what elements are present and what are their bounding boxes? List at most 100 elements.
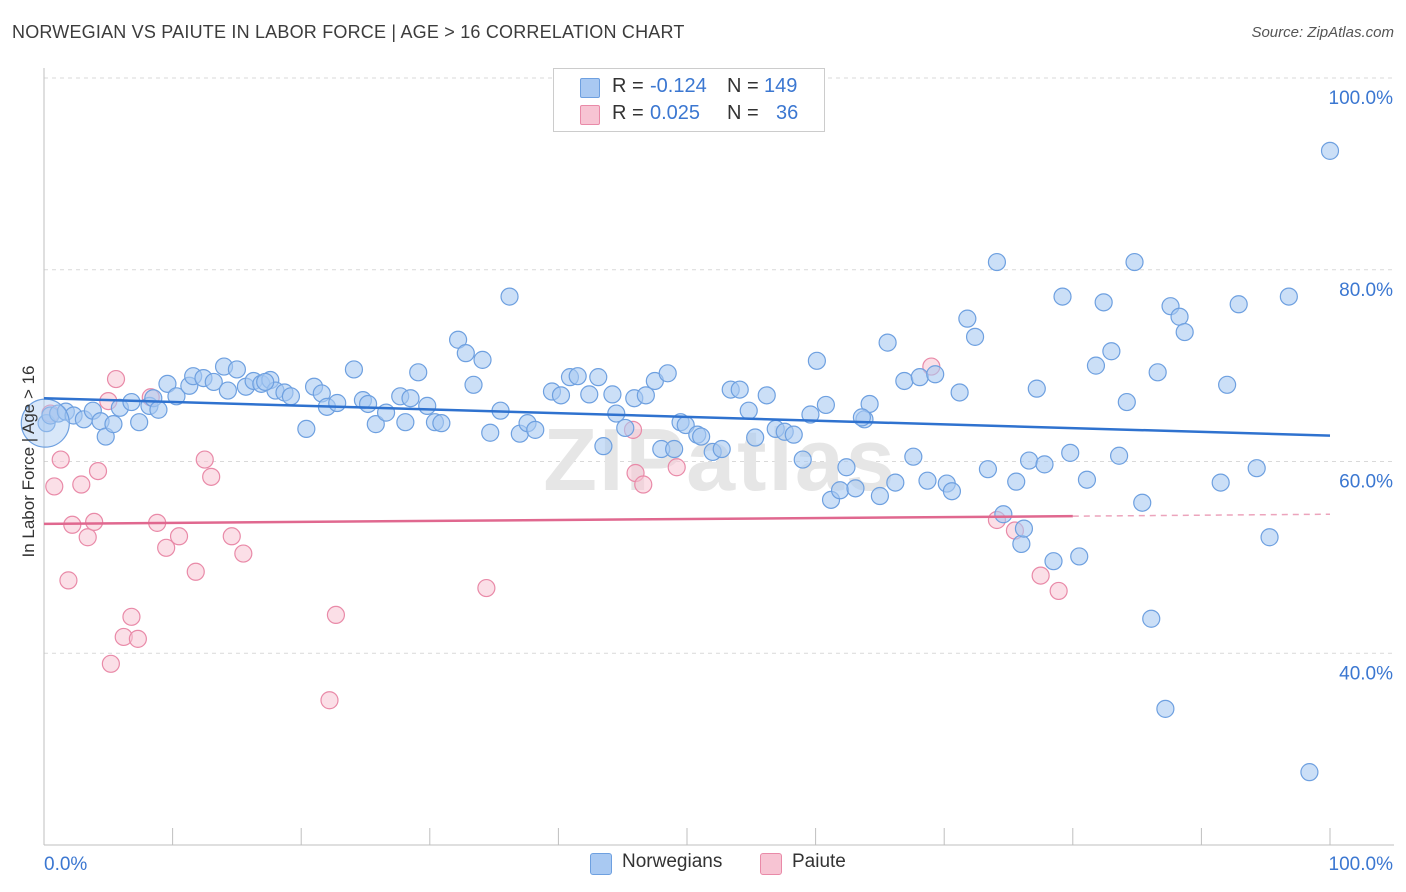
norwegian-point	[1019, 451, 1039, 470]
norwegian-point	[1086, 356, 1106, 375]
paiute-trend-line	[43, 514, 1073, 526]
norwegian-point	[500, 287, 519, 306]
norwegian-point	[376, 403, 396, 422]
paiute-point	[477, 578, 496, 598]
norwegian-point	[942, 482, 962, 501]
norwegian-point	[526, 420, 545, 439]
paiute-point	[101, 654, 120, 673]
r-label: R =	[612, 102, 644, 124]
norwegian-point	[793, 450, 812, 469]
norwegian-point	[746, 428, 765, 447]
norwegian-point	[218, 381, 237, 400]
paiute-point	[320, 691, 339, 710]
norwegian-points	[20, 141, 1340, 782]
norwegian-point	[910, 368, 929, 387]
norwegian-point	[1109, 446, 1129, 465]
paiute-point	[122, 607, 141, 626]
trend-lines	[43, 396, 1331, 526]
norwegian-point	[1044, 552, 1063, 571]
norwegian-point	[712, 439, 731, 459]
legend-row-norwegians: R = -0.124 N = 149	[554, 75, 824, 101]
norwegian-point	[1247, 459, 1266, 478]
norwegian-point	[958, 309, 977, 328]
norwegian-point	[860, 394, 879, 414]
norwegian-point	[1170, 307, 1189, 326]
norwegian-trend-line	[43, 396, 1331, 437]
norwegian-point	[1218, 375, 1237, 394]
norwegian-point	[1053, 287, 1072, 306]
norwegian-point	[227, 360, 246, 379]
norwegian-point	[994, 505, 1013, 524]
norwegian-point	[918, 471, 937, 490]
n-label: N =	[727, 102, 759, 124]
y-tick-label: 40.0%	[1339, 663, 1393, 684]
x-tick-label: 0.0%	[44, 854, 87, 875]
norwegian-point	[950, 383, 969, 402]
paiute-point	[128, 629, 147, 648]
legend-row-paiute: R = 0.025 N = 36	[554, 102, 824, 128]
norwegian-point	[409, 363, 428, 382]
paiute-point	[78, 528, 97, 547]
norwegian-point	[658, 364, 677, 383]
norwegian-point	[358, 394, 378, 414]
norwegian-point	[636, 386, 655, 405]
norwegian-point	[1133, 493, 1152, 512]
norwegian-point	[401, 389, 420, 408]
correlation-legend: R = -0.124 N = 149 R = 0.025 N = 36	[553, 68, 825, 132]
legend-label: Paiute	[792, 851, 846, 872]
norwegian-point	[256, 372, 275, 392]
norwegian-point	[1014, 519, 1034, 538]
norwegians-swatch	[590, 853, 612, 875]
norwegian-point	[816, 395, 835, 415]
legend-label: Norwegians	[622, 851, 723, 872]
paiute-point	[667, 458, 686, 477]
norwegian-point	[594, 437, 613, 456]
paiute-point	[59, 571, 78, 590]
norwegian-point	[366, 415, 385, 434]
norwegians-swatch	[580, 78, 600, 98]
norwegian-point	[1148, 363, 1167, 382]
axes	[43, 68, 1394, 846]
norwegian-point	[1070, 547, 1089, 566]
norwegian-point	[603, 385, 622, 404]
r-value: -0.124	[650, 75, 707, 97]
norwegian-point	[1012, 534, 1031, 554]
norwegian-point	[396, 413, 415, 432]
norwegian-point	[1117, 392, 1136, 412]
norwegian-point	[926, 365, 945, 384]
norwegian-point	[1027, 379, 1046, 398]
norwegian-point	[1102, 342, 1121, 361]
norwegian-point	[846, 479, 865, 498]
paiute-point	[169, 527, 189, 546]
norwegian-point	[432, 414, 451, 433]
paiute-swatch	[580, 105, 600, 125]
paiute-point	[51, 450, 70, 469]
norwegian-point	[895, 371, 914, 391]
y-tick-label: 100.0%	[1329, 88, 1394, 109]
paiute-point	[72, 475, 91, 494]
norwegian-point	[1035, 455, 1054, 474]
norwegian-point	[1300, 763, 1319, 782]
norwegian-point	[551, 386, 571, 405]
paiute-point	[45, 477, 64, 496]
norwegian-point	[837, 458, 856, 477]
norwegian-point	[344, 360, 364, 379]
norwegian-point	[978, 460, 998, 479]
x-tick-label: 100.0%	[1329, 854, 1394, 875]
r-label: R =	[612, 75, 644, 97]
norwegian-point	[730, 380, 749, 399]
norwegian-point	[104, 415, 123, 434]
grid-lines	[44, 77, 1394, 654]
n-value: 149	[764, 75, 798, 97]
norwegian-point	[1320, 141, 1340, 160]
norwegian-point	[1279, 287, 1298, 306]
norwegian-point	[473, 350, 492, 369]
norwegian-point	[568, 367, 587, 386]
norwegian-point	[665, 439, 684, 459]
paiute-point	[234, 544, 253, 563]
norwegian-point	[1094, 293, 1113, 312]
norwegian-point	[481, 423, 500, 442]
norwegian-point	[149, 400, 168, 419]
n-label: N =	[727, 75, 759, 97]
